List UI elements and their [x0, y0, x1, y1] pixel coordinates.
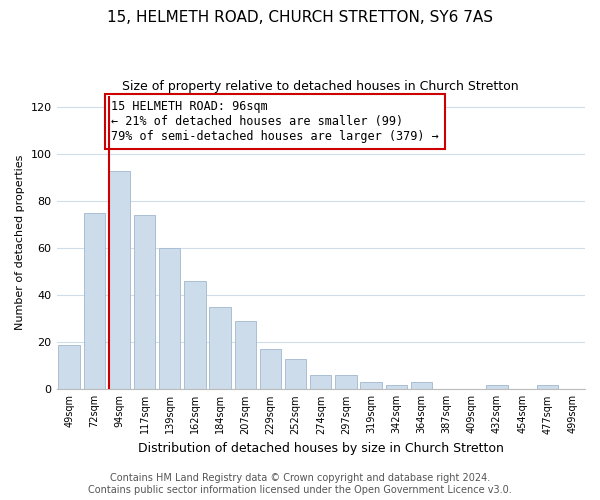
- Bar: [486, 384, 508, 390]
- Bar: [109, 171, 130, 390]
- Bar: [335, 375, 356, 390]
- Bar: [536, 384, 558, 390]
- Text: 15 HELMETH ROAD: 96sqm
← 21% of detached houses are smaller (99)
79% of semi-det: 15 HELMETH ROAD: 96sqm ← 21% of detached…: [111, 100, 439, 144]
- Bar: [386, 384, 407, 390]
- Bar: [260, 350, 281, 390]
- Bar: [235, 321, 256, 390]
- Bar: [310, 375, 331, 390]
- X-axis label: Distribution of detached houses by size in Church Stretton: Distribution of detached houses by size …: [138, 442, 504, 455]
- Y-axis label: Number of detached properties: Number of detached properties: [15, 154, 25, 330]
- Bar: [285, 359, 307, 390]
- Bar: [361, 382, 382, 390]
- Bar: [58, 344, 80, 390]
- Text: 15, HELMETH ROAD, CHURCH STRETTON, SY6 7AS: 15, HELMETH ROAD, CHURCH STRETTON, SY6 7…: [107, 10, 493, 25]
- Bar: [209, 307, 231, 390]
- Bar: [134, 216, 155, 390]
- Bar: [83, 213, 105, 390]
- Text: Contains HM Land Registry data © Crown copyright and database right 2024.
Contai: Contains HM Land Registry data © Crown c…: [88, 474, 512, 495]
- Bar: [411, 382, 432, 390]
- Bar: [184, 281, 206, 390]
- Title: Size of property relative to detached houses in Church Stretton: Size of property relative to detached ho…: [122, 80, 519, 93]
- Bar: [159, 248, 181, 390]
